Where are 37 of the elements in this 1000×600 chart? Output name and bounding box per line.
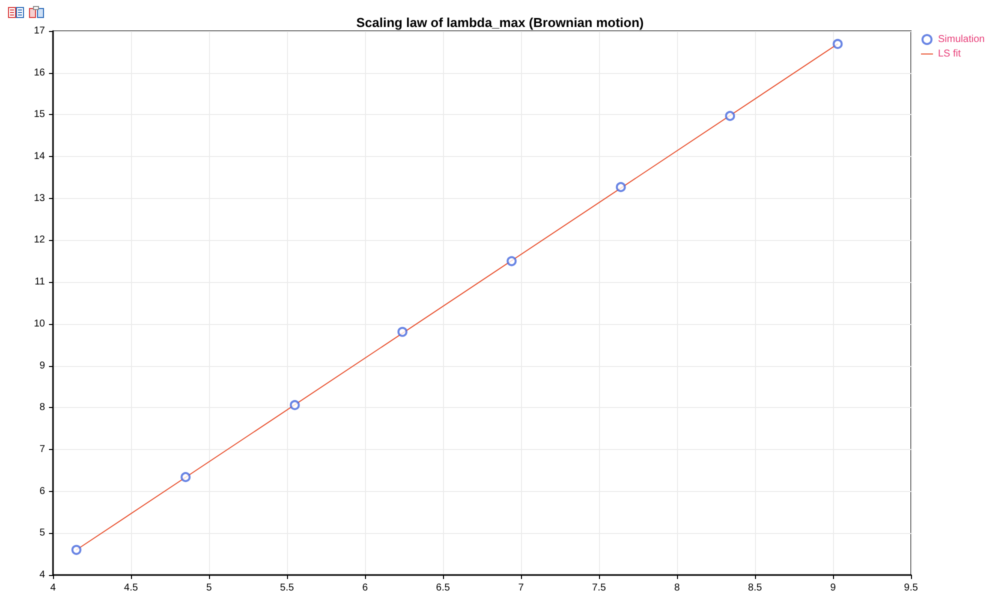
y-tick-label: 9: [39, 360, 46, 372]
y-tick-label: 10: [34, 318, 46, 330]
x-tick-label: 8.5: [748, 582, 762, 594]
x-tick-label: 4: [50, 582, 56, 594]
y-tick-label: 7: [39, 444, 46, 455]
point: [397, 326, 408, 337]
y-tick-label: 6: [39, 486, 46, 497]
y-tick-label: 15: [34, 109, 46, 120]
x-tick-label: 4.5: [124, 582, 138, 594]
y-tick-label: 4: [39, 570, 46, 580]
legend-label: Simulation: [938, 34, 985, 45]
y-tick-label: 12: [34, 234, 46, 246]
point: [506, 256, 517, 266]
point: [71, 544, 82, 555]
x-tick-label: 5: [206, 582, 212, 594]
y-tick-label: 16: [34, 67, 46, 78]
x-tick-label: 6: [362, 582, 368, 594]
x-tick-label: 6.5: [436, 582, 450, 594]
point: [180, 472, 191, 482]
x-tick-label: 7.5: [592, 582, 606, 594]
chart-title: Scaling law of lambda_max (Brownian motion): [356, 15, 644, 30]
x-tick-label: 7: [518, 582, 524, 594]
y-tick-label: 11: [34, 276, 46, 288]
y-tick-label: 14: [34, 151, 46, 162]
y-tick-label: 8: [39, 402, 46, 414]
point: [832, 38, 843, 49]
y-tick-label: 17: [34, 26, 46, 36]
x-tick-label: 9: [830, 582, 836, 594]
y-tick-label: 5: [39, 528, 46, 539]
x-tick-label: 8: [674, 582, 680, 594]
x-tick-label: 9.5: [904, 582, 918, 594]
point: [290, 400, 300, 410]
y-tick-label: 13: [34, 192, 46, 204]
legend-label: LS fit: [938, 48, 962, 60]
point: [616, 182, 626, 192]
point: [725, 110, 736, 121]
x-tick-label: 5.5: [280, 582, 294, 594]
